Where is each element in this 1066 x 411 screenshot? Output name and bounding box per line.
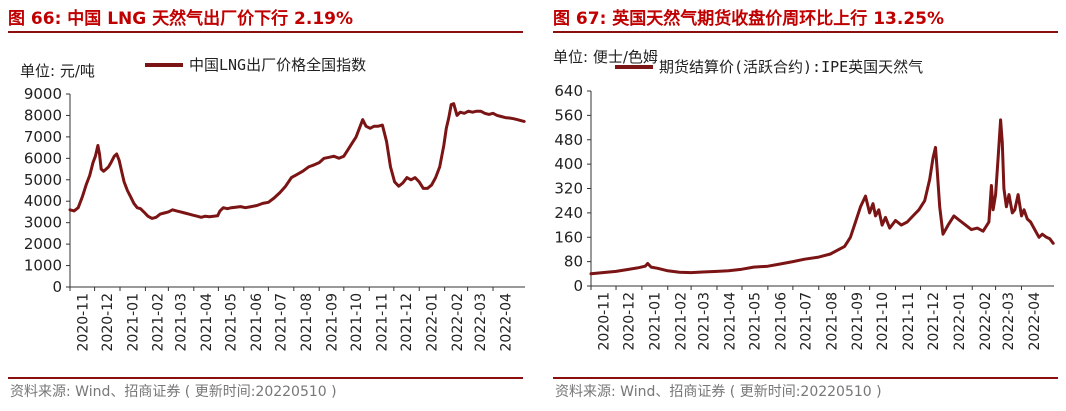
chart-panel-ipe: 图 67: 英国天然气期货收盘价周环比上行 13.25% 单位: 便士/色姆 期… — [545, 0, 1066, 411]
legend-label: 中国LNG出厂价格全国指数 — [189, 56, 367, 74]
y-tick-label: 480 — [554, 131, 583, 149]
y-tick-label: 3000 — [24, 214, 62, 232]
x-tick-label: 2021-12 — [926, 292, 942, 351]
legend-swatch — [615, 64, 653, 69]
y-tick-label: 640 — [554, 82, 583, 100]
x-tick-label: 2021-01 — [125, 293, 141, 352]
source-divider — [8, 377, 523, 379]
legend: 期货结算价(活跃合约):IPE英国天然气 — [615, 56, 923, 77]
y-tick-label: 0 — [573, 277, 583, 295]
x-tick-label: 2021-03 — [697, 292, 713, 351]
x-tick-label: 2022-01 — [952, 292, 968, 351]
x-tick-label: 2021-02 — [673, 292, 689, 351]
x-tick-label: 2021-11 — [375, 293, 391, 352]
x-tick-label: 2021-05 — [224, 293, 240, 352]
x-tick-label: 2021-05 — [748, 292, 764, 351]
source-note: 资料来源: Wind、招商证券 ( 更新时间:20220510 ) — [10, 384, 337, 400]
x-tick-label: 2021-12 — [399, 293, 415, 352]
y-tick-label: 1000 — [24, 257, 62, 275]
figure-title: 图 66: 中国 LNG 天然气出厂价下行 2.19% — [8, 9, 354, 29]
y-tick-label: 400 — [554, 155, 583, 173]
y-tick-label: 4000 — [24, 192, 62, 210]
x-tick-label: 2021-07 — [798, 292, 814, 351]
y-tick-label: 7000 — [24, 128, 62, 146]
unit-label: 单位: 便士/色姆 — [553, 48, 658, 66]
x-tick-label: 2021-10 — [875, 292, 891, 351]
x-tick-label: 2021-02 — [151, 293, 167, 352]
x-tick-label: 2022-03 — [473, 293, 489, 352]
x-tick-label: 2021-01 — [647, 292, 663, 351]
series-line — [68, 102, 526, 220]
unit-label: 单位: 元/吨 — [20, 62, 95, 80]
y-tick-label: 8000 — [24, 106, 62, 124]
x-tick-label: 2021-04 — [723, 292, 739, 351]
legend-label: 期货结算价(活跃合约):IPE英国天然气 — [659, 58, 924, 76]
x-tick-label: 2021-10 — [349, 293, 365, 352]
x-tick-label: 2020-11 — [597, 292, 613, 351]
source-note: 资料来源: Wind、招商证券 ( 更新时间:20220510 ) — [555, 384, 882, 400]
plot-area: 0 80 160 240 320 400 480 560 640 2020-11 2020-12 20… — [554, 82, 1055, 351]
x-tick-label: 2022-02 — [450, 293, 466, 352]
x-tick-label: 2021-08 — [824, 292, 840, 351]
y-tick-label: 0 — [52, 278, 62, 296]
x-tick-label: 2022-04 — [498, 293, 514, 352]
y-tick-label: 6000 — [24, 149, 62, 167]
y-tick-label: 5000 — [24, 171, 62, 189]
y-tick-label: 2000 — [24, 235, 62, 253]
legend: 中国LNG出厂价格全国指数 — [145, 54, 366, 75]
figure-title: 图 67: 英国天然气期货收盘价周环比上行 13.25% — [553, 9, 945, 29]
y-tick-label: 9000 — [24, 85, 62, 103]
title-divider — [8, 31, 523, 33]
x-tick-label: 2021-04 — [199, 293, 215, 352]
x-tick-label: 2020-12 — [622, 292, 638, 351]
x-tick-label: 2022-01 — [425, 293, 441, 352]
x-tick-label: 2021-03 — [174, 293, 190, 352]
x-tick-label: 2022-02 — [978, 292, 994, 351]
x-tick-label: 2021-07 — [274, 293, 290, 352]
y-tick-label: 80 — [564, 253, 583, 271]
x-tick-label: 2021-11 — [901, 292, 917, 351]
y-tick-label: 160 — [554, 228, 583, 246]
x-tick-label: 2020-11 — [75, 293, 91, 352]
plot-area: 0 1000 2000 3000 4000 5000 6000 7000 8000 9000 202… — [24, 85, 526, 352]
x-tick-label: 2021-09 — [325, 293, 341, 352]
x-tick-label: 2021-08 — [299, 293, 315, 352]
y-tick-label: 560 — [554, 106, 583, 124]
x-tick-label: 2020-12 — [100, 293, 116, 352]
source-divider — [553, 377, 1058, 379]
x-tick-label: 2021-09 — [850, 292, 866, 351]
x-tick-label: 2021-06 — [249, 293, 265, 352]
series-line — [589, 118, 1055, 276]
chart-panel-lng: 图 66: 中国 LNG 天然气出厂价下行 2.19% 单位: 元/吨 中国LN… — [8, 9, 526, 400]
x-tick-label: 2021-06 — [773, 292, 789, 351]
y-tick-label: 240 — [554, 204, 583, 222]
x-tick-label: 2022-04 — [1027, 292, 1043, 351]
y-tick-label: 320 — [554, 180, 583, 198]
legend-swatch — [145, 62, 183, 67]
x-tick-label: 2022-03 — [1001, 292, 1017, 351]
title-divider — [553, 31, 1058, 33]
